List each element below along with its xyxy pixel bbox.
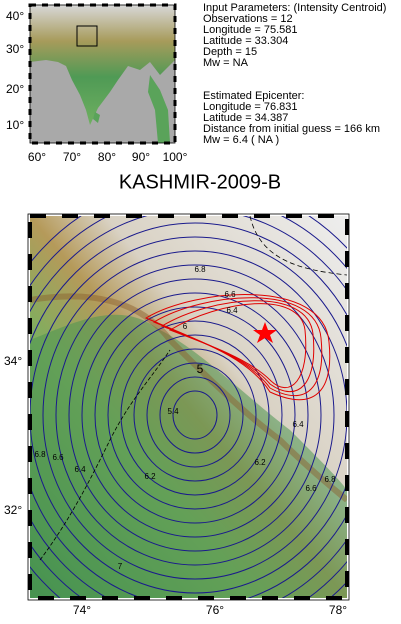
lon-label: 60° [28, 150, 46, 164]
lon-label: 90° [132, 150, 150, 164]
map-frame [27, 213, 350, 601]
contour-label: 6.6 [305, 484, 317, 493]
intensity-contour [42, 250, 347, 580]
contour-label: 6.4 [74, 465, 86, 474]
intensity-contour [81, 292, 309, 538]
contour-label: 6.8 [34, 450, 46, 459]
intensity-contour [107, 320, 283, 510]
land [30, 5, 175, 125]
contour-label: 7 [118, 562, 123, 571]
intensity-contour [133, 348, 257, 482]
residual-contour [168, 303, 307, 389]
info-line: Longitude = 75.581 [203, 24, 298, 36]
lat-label: 10° [6, 118, 24, 132]
info-line: Latitude = 33.304 [203, 35, 288, 47]
contour-label: 6.4 [292, 420, 304, 429]
residual-contour [144, 294, 331, 401]
intensity-contour [120, 334, 270, 496]
info-line: Depth = 15 [203, 46, 257, 58]
intensity-contour [159, 376, 231, 454]
lon-label: 78° [329, 603, 347, 617]
contour-label: 6.6 [52, 453, 64, 462]
residual-contour [160, 300, 315, 393]
lon-label: 74° [73, 603, 91, 617]
lat-label: 34° [4, 354, 22, 368]
contour-label: 6.2 [144, 472, 156, 481]
contour-label: 6 [183, 322, 188, 331]
residual-contour [152, 297, 323, 397]
border [249, 216, 347, 276]
contour-label: 6.4 [226, 306, 238, 315]
contour-label: 5 [197, 362, 204, 376]
info-line: Longitude = 76.831 [203, 101, 298, 113]
lat-label: 30° [6, 42, 24, 56]
contour-label: 6.2 [254, 458, 266, 467]
intensity-contour [55, 264, 335, 566]
info-line: Estimated Epicenter: [203, 90, 305, 102]
plains [30, 314, 347, 598]
region-box [76, 25, 98, 47]
lon-label: 70° [63, 150, 81, 164]
lat-label: 20° [6, 82, 24, 96]
contour-label: 6.8 [324, 475, 336, 484]
info-line: Observations = 12 [203, 13, 293, 25]
border [39, 349, 171, 561]
info-line: Mw = NA [203, 57, 249, 69]
info-line: Mw = 6.4 ( NA ) [203, 134, 279, 146]
intensity-contour [172, 390, 218, 440]
epicenter-star [253, 322, 277, 343]
intensity-contour [146, 362, 244, 468]
info-block: Input Parameters: (Intensity Centroid)Ob… [203, 2, 386, 146]
lat-label: 32° [4, 503, 22, 517]
land [148, 75, 170, 143]
info-line: Distance from initial guess = 166 km [203, 123, 380, 135]
intensity-contour [30, 222, 347, 598]
lon-label: 100° [163, 150, 188, 164]
contour-label: 6.6 [224, 290, 236, 299]
lat-label: 40° [6, 9, 24, 23]
intensity-contour [68, 278, 322, 552]
lon-label: 80° [98, 150, 116, 164]
info-line: Input Parameters: (Intensity Centroid) [203, 2, 386, 14]
main-map [30, 216, 347, 598]
contour-label: 6.8 [194, 265, 206, 274]
map-frame [29, 4, 176, 144]
intensity-contour [30, 236, 347, 594]
info-line: Latitude = 34.387 [203, 112, 288, 124]
map-title: KASHMIR-2009-B [119, 171, 281, 193]
island [93, 112, 100, 123]
lon-label: 76° [206, 603, 224, 617]
contour-label: 5.4 [167, 407, 179, 416]
intensity-contour [94, 306, 296, 524]
